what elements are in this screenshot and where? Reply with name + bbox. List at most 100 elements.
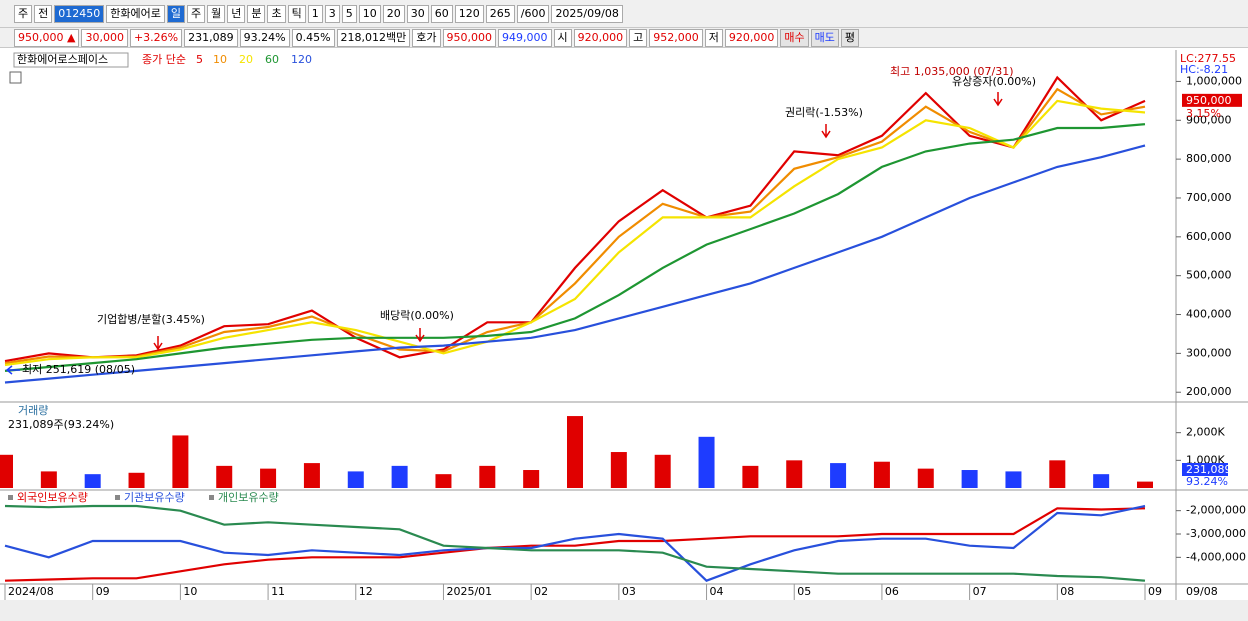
scroll-bar[interactable] <box>0 600 1248 621</box>
toolbar-item[interactable]: 전 <box>34 4 53 23</box>
x-tick-label: 09 <box>1148 585 1162 598</box>
y-tick-label: 200,000 <box>1186 385 1232 398</box>
toolbar-item[interactable]: /600 <box>516 4 550 23</box>
volume-bar <box>347 471 364 488</box>
series-line <box>4 123 1146 372</box>
title-box <box>13 52 129 68</box>
volume-bar <box>1137 481 1153 488</box>
x-tick-label: 08 <box>1060 585 1074 598</box>
toolbar-item[interactable]: 1 <box>307 4 323 23</box>
legend-entry: 10 <box>213 53 227 66</box>
legend-entry: 개인보유수량 <box>218 491 279 504</box>
y-tick-label: 2,000K <box>1186 426 1225 439</box>
y-tick-label: -4,000,000 <box>1186 550 1246 563</box>
y-tick-label: 800,000 <box>1186 152 1232 165</box>
series-line <box>4 507 1146 582</box>
volume-bar <box>260 468 277 488</box>
corner-label: LC:277.55 <box>1180 52 1236 65</box>
volume-bar <box>523 470 540 488</box>
volume-bar <box>786 460 803 488</box>
quote-item: 231,089 <box>184 28 238 47</box>
series-line <box>4 75 1146 363</box>
quote-item: 호가 <box>412 28 441 47</box>
volume-bar <box>479 465 496 488</box>
volume-bar <box>172 435 189 488</box>
volume-tag-label: 231,089 <box>1186 463 1232 476</box>
volume-bar <box>128 472 145 488</box>
volume-ratio-label: 93.24% <box>1186 475 1228 488</box>
y-tick-label: 400,000 <box>1186 308 1232 321</box>
quote-item: 218,012백만 <box>336 28 411 47</box>
annotation: 최저 251,619 (08/05) <box>22 363 135 376</box>
toolbar-item[interactable]: 초 <box>267 4 286 23</box>
toolbar-item[interactable]: 한화에어로 <box>106 4 165 23</box>
panel-subtitle: 231,089주(93.24%) <box>8 418 114 431</box>
y-tick-label: -3,000,000 <box>1186 527 1246 540</box>
toolbar-item[interactable]: 012450 <box>54 4 105 23</box>
toolbar-item[interactable]: 265 <box>485 4 515 23</box>
toolbar-item[interactable]: 30 <box>406 4 429 23</box>
legend-entry: 5 <box>196 53 203 66</box>
x-tick-label: 05 <box>797 585 811 598</box>
quote-item: 고 <box>629 28 648 47</box>
x-tick-label: 11 <box>271 585 285 598</box>
toolbar-item[interactable]: 2025/09/08 <box>551 4 623 23</box>
series-line <box>4 504 1146 582</box>
toolbar-item[interactable]: 120 <box>454 4 484 23</box>
series-line <box>4 144 1146 384</box>
annotation: 배당락(0.00%) <box>380 309 454 322</box>
legend-swatch <box>8 495 13 500</box>
volume-bar <box>391 465 408 488</box>
table-icon[interactable] <box>9 71 22 84</box>
quote-item[interactable]: 평 <box>840 28 860 47</box>
quote-item: 950,000 <box>442 28 497 47</box>
volume-tag <box>1182 463 1228 476</box>
toolbar-item[interactable]: 주 <box>14 4 33 23</box>
volume-bar <box>303 463 320 488</box>
toolbar-item[interactable]: 60 <box>430 4 453 23</box>
quote-item[interactable]: 매도 <box>810 28 839 47</box>
volume-bar <box>961 470 978 488</box>
volume-bar <box>567 416 583 488</box>
legend-prefix: 종가 단순 <box>142 53 186 66</box>
quote-item: 920,000 <box>724 28 779 47</box>
annotation: 권리락(-1.53%) <box>785 106 863 119</box>
toolbar-item[interactable]: 분 <box>247 4 266 23</box>
toolbar-item[interactable]: 20 <box>382 4 405 23</box>
toolbar-item[interactable]: 일 <box>166 4 185 23</box>
toolbar-item[interactable]: 5 <box>341 4 357 23</box>
legend-entry: 60 <box>265 53 279 66</box>
toolbar-item[interactable]: 틱 <box>287 4 306 23</box>
toolbar-item[interactable]: 월 <box>207 4 226 23</box>
volume-bar <box>830 463 847 488</box>
annotation: 최고 1,035,000 (07/31) <box>890 65 1014 78</box>
volume-bar <box>742 465 759 488</box>
volume-bar <box>698 436 715 488</box>
x-tick-label: 2025/01 <box>446 585 492 598</box>
quote-item: +3.26% <box>129 28 183 47</box>
volume-bar <box>1093 474 1110 488</box>
volume-bar <box>610 452 627 488</box>
toolbar-item[interactable]: 10 <box>358 4 381 23</box>
toolbar-item[interactable]: 주 <box>186 4 206 23</box>
quote-item: 93.24% <box>239 28 290 47</box>
quote-item: 952,000 <box>649 28 703 47</box>
quote-item: 시 <box>553 28 572 47</box>
toolbar-item[interactable]: 3 <box>324 4 340 23</box>
volume-bar <box>435 474 452 488</box>
x-tick-label: 03 <box>622 585 636 598</box>
volume-bar <box>873 461 890 488</box>
x-tick-label: 07 <box>973 585 987 598</box>
y-tick-label: 600,000 <box>1186 230 1232 243</box>
x-end-label: 09/08 <box>1186 585 1218 598</box>
quote-item[interactable]: 매수 <box>780 28 809 47</box>
low-arrow <box>5 365 20 375</box>
x-tick-label: 02 <box>534 585 548 598</box>
volume-bar <box>0 454 13 488</box>
series-line <box>4 504 1146 582</box>
x-tick-label: 10 <box>183 585 197 598</box>
x-tick-label: 09 <box>96 585 110 598</box>
quote-item: 30,000 <box>81 28 128 47</box>
toolbar-item[interactable]: 년 <box>227 4 246 23</box>
annotation: 유상증자(0.00%) <box>952 75 1036 88</box>
